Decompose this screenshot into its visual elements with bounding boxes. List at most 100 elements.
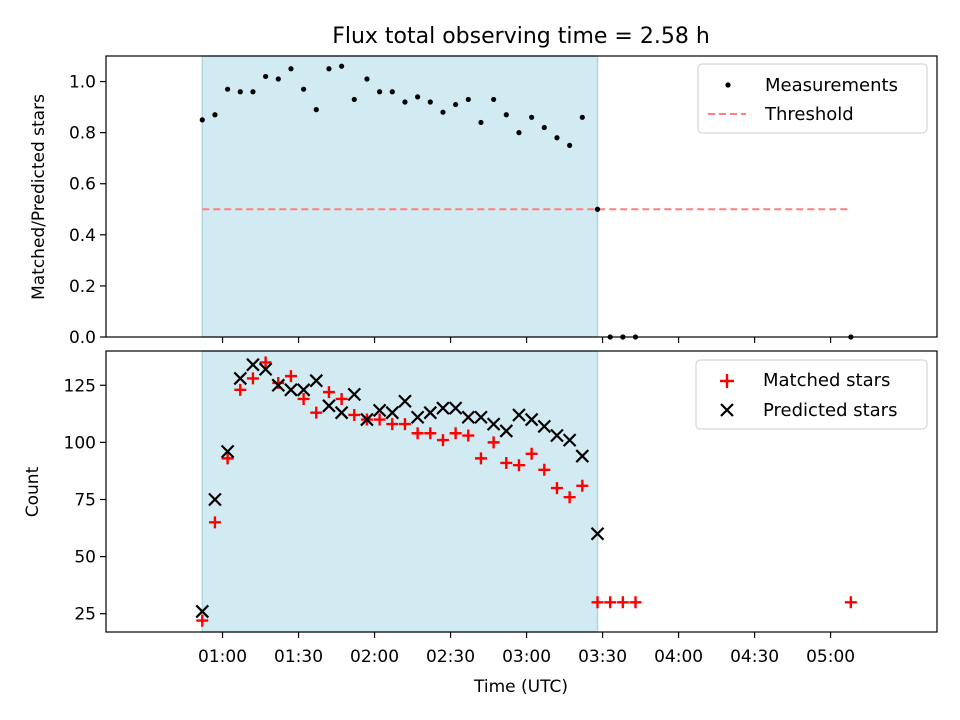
matched-star-point <box>411 427 424 440</box>
predicted-star-point <box>309 373 324 388</box>
measurement-point <box>326 66 332 72</box>
legend-matched-marker <box>720 374 734 388</box>
observing-window-band <box>201 55 599 338</box>
top-legend: Measurements Threshold <box>697 63 928 134</box>
predicted-star-point <box>208 492 222 507</box>
matched-star-point <box>512 459 525 472</box>
predicted-star-point <box>410 410 425 425</box>
measurement-point <box>594 206 601 212</box>
measurement-point <box>288 66 294 72</box>
y-tick-label: 100 <box>64 433 96 453</box>
predicted-star-point <box>474 410 488 425</box>
measurement-point <box>529 114 535 120</box>
matched-star-point <box>246 372 259 385</box>
y-tick-label: 125 <box>64 376 96 396</box>
matched-star-point <box>591 596 604 609</box>
matched-star-point <box>348 408 361 421</box>
bottom-legend: Matched stars Predicted stars <box>695 359 928 430</box>
measurement-point <box>465 96 471 103</box>
matched-star-point <box>284 370 297 383</box>
measurement-point <box>212 112 218 118</box>
matched-star-point <box>525 447 538 460</box>
x-tick-label: 05:00 <box>806 647 855 667</box>
legend-predicted-label: Predicted stars <box>763 400 897 421</box>
predicted-star-point <box>360 412 374 427</box>
measurement-point <box>554 135 560 141</box>
matched-star-point <box>436 434 449 447</box>
matched-star-point <box>449 427 462 440</box>
measurement-point <box>351 96 357 103</box>
bottom-y-axis-label: Count <box>23 466 43 517</box>
top-axes-frame <box>105 55 938 338</box>
measurement-point <box>250 89 256 95</box>
measurement-point <box>453 101 459 108</box>
predicted-star-point <box>195 604 210 619</box>
matched-star-point <box>322 386 335 399</box>
measurement-point <box>427 99 433 105</box>
predicted-star-point <box>423 405 438 420</box>
observing-window-band <box>201 350 599 633</box>
bottom-y-ticks: 25 50 75 100 125 <box>64 376 106 625</box>
matched-star-point <box>297 392 310 405</box>
matched-star-point <box>616 596 629 609</box>
predicted-star-points <box>195 357 605 619</box>
predicted-star-point <box>258 362 273 377</box>
matched-star-point <box>424 427 437 440</box>
top-y-axis-label: Matched/Predicted stars <box>29 94 49 300</box>
measurement-point <box>478 119 484 126</box>
predicted-star-point <box>271 378 286 393</box>
predicted-star-point <box>322 399 336 413</box>
measurement-point <box>313 107 319 113</box>
y-tick-label: 1.0 <box>69 73 96 93</box>
matched-star-point <box>500 456 513 469</box>
measurement-point <box>237 89 243 95</box>
x-tick-label: 02:00 <box>350 647 399 667</box>
legend-measurements-label: Measurements <box>765 75 898 96</box>
predicted-star-point <box>246 357 260 372</box>
matched-star-point <box>234 383 247 396</box>
bottom-x-ticks: 01:00 01:30 02:00 02:30 03:00 03:30 04:00 04:30… <box>198 632 855 667</box>
measurement-point <box>275 76 281 82</box>
bottom-axes-frame <box>105 350 938 633</box>
predicted-star-point <box>486 417 501 431</box>
matched-star-point <box>563 491 576 504</box>
predicted-star-point <box>590 526 605 541</box>
matched-star-point <box>208 516 221 529</box>
measurement-point <box>225 86 231 92</box>
measurement-point <box>389 89 395 95</box>
measurement-point <box>402 99 408 105</box>
predicted-star-point <box>524 412 539 427</box>
bottom-observing-window <box>201 350 599 633</box>
matched-star-point <box>398 418 411 431</box>
y-tick-label: 0.6 <box>69 175 96 195</box>
chart-title: Flux total observing time = 2.58 h <box>332 24 710 49</box>
top-legend-frame <box>697 63 928 134</box>
matched-star-point <box>474 452 487 465</box>
predicted-star-point <box>575 449 590 463</box>
measurement-point <box>491 96 497 103</box>
measurement-point <box>301 86 307 92</box>
y-tick-label: 75 <box>74 490 96 510</box>
y-tick-label: 0.2 <box>69 277 96 297</box>
matched-star-point <box>487 436 500 449</box>
predicted-star-point <box>347 387 362 402</box>
top-x-ticks <box>221 337 832 343</box>
predicted-star-point <box>499 424 514 438</box>
y-tick-label: 0.4 <box>69 226 96 246</box>
measurement-point <box>503 112 509 118</box>
matched-star-point <box>576 479 589 492</box>
matched-star-point <box>335 392 348 405</box>
measurement-point <box>364 76 370 82</box>
predicted-star-point <box>284 383 298 397</box>
x-tick-label: 03:00 <box>502 647 551 667</box>
legend-predicted-marker <box>720 403 734 417</box>
measurement-point <box>199 117 205 123</box>
measurement-point <box>415 94 421 100</box>
measurement-point <box>516 130 522 136</box>
matched-star-point <box>196 614 209 627</box>
matched-star-point <box>373 413 386 426</box>
matched-star-point <box>386 418 399 431</box>
predicted-star-point <box>436 401 450 415</box>
predicted-star-point <box>220 444 235 459</box>
measurement-point <box>339 63 345 69</box>
